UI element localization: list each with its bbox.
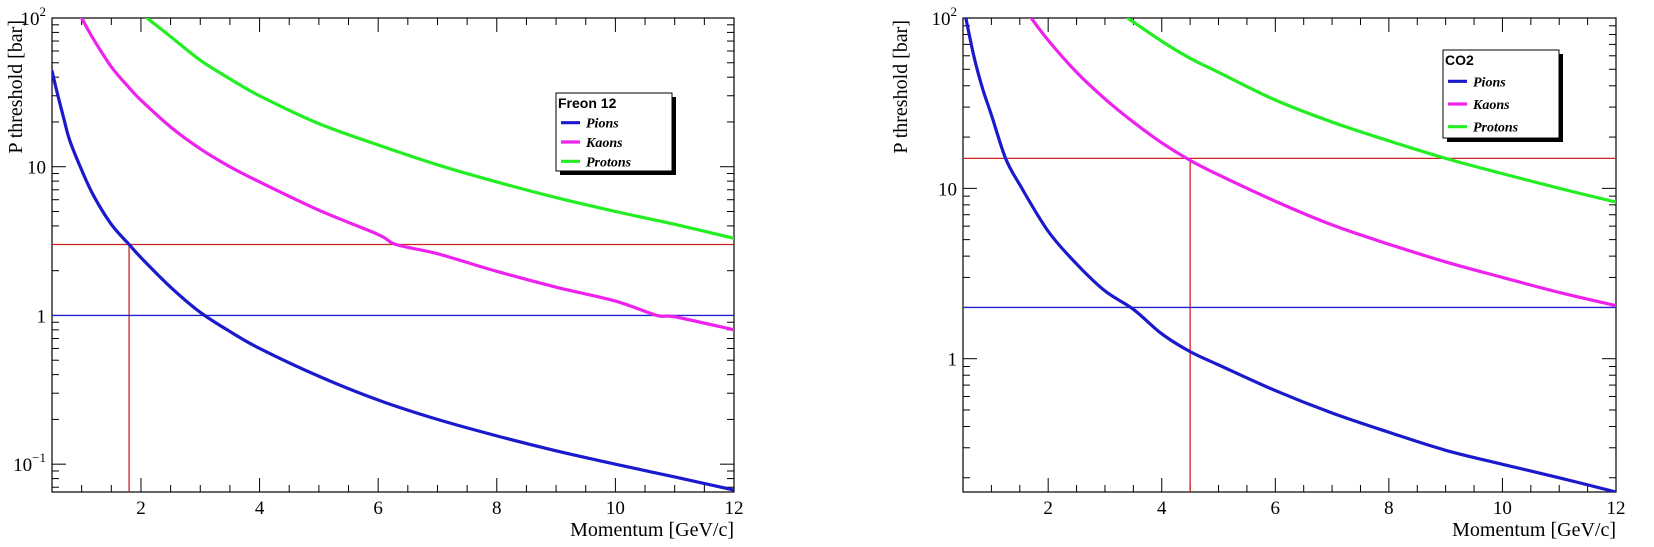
- plot-area: [52, 18, 734, 492]
- legend-entry-kaons: Kaons: [1472, 98, 1510, 113]
- x-tick-label: 12: [1607, 498, 1626, 519]
- series-line-protons: [145, 18, 734, 240]
- series-line-kaons: [80, 18, 734, 332]
- y-tick-label: 10−1: [13, 450, 46, 476]
- series-line-protons: [1126, 18, 1616, 204]
- legend: Freon 12 Pions Kaons Protons: [555, 92, 676, 175]
- x-tick-label: 6: [1271, 498, 1281, 519]
- plot-area: [963, 18, 1616, 492]
- legend-title: CO2: [1445, 52, 1474, 68]
- series-line-kaons: [1029, 18, 1616, 308]
- x-tick-label: 2: [136, 498, 146, 519]
- x-tick-label: 4: [255, 498, 265, 519]
- legend-title: Freon 12: [558, 95, 617, 111]
- legend-entry-pions: Pions: [586, 117, 619, 132]
- y-tick-label: 1: [37, 306, 47, 327]
- plot-frame: [51, 17, 735, 493]
- legend-entry-protons: Protons: [1473, 121, 1519, 136]
- series-line-pions: [52, 69, 734, 492]
- x-tick-label: 2: [1043, 498, 1053, 519]
- x-tick-label: 4: [1157, 498, 1167, 519]
- legend: CO2 Pions Kaons Protons: [1442, 49, 1563, 142]
- y-axis-title: P threshold [bar]: [5, 20, 27, 154]
- legend-entry-pions: Pions: [1473, 75, 1506, 90]
- chart-panel-1: 2 4 6 8 10 12 10−1 1 10 102 Momentum [GeV/c] P thre…: [5, 4, 744, 541]
- x-tick-label: 6: [373, 498, 383, 519]
- y-tick-label: 10: [27, 158, 46, 179]
- y-tick-label: 102: [932, 4, 958, 30]
- legend-entry-kaons: Kaons: [585, 136, 623, 151]
- x-axis-title: Momentum [GeV/c]: [570, 519, 734, 541]
- legend-entry-protons: Protons: [586, 155, 632, 170]
- x-tick-label: 8: [492, 498, 502, 519]
- y-axis-title: P threshold [bar]: [890, 20, 912, 154]
- legend-box: [555, 92, 673, 172]
- x-tick-label: 10: [606, 498, 625, 519]
- chart-panel-2: 2 4 6 8 10 12 1 10 102 Momentum [GeV/c] P threshol…: [890, 4, 1626, 541]
- x-tick-label: 8: [1384, 498, 1394, 519]
- y-tick-label: 1: [948, 350, 958, 371]
- x-tick-label: 10: [1493, 498, 1512, 519]
- legend-box: [1442, 49, 1560, 139]
- y-tick-label: 102: [21, 4, 47, 30]
- x-tick-label: 12: [725, 498, 744, 519]
- plot-frame: [962, 17, 1617, 493]
- y-tick-label: 10: [938, 179, 957, 200]
- series-line-pions: [964, 18, 1616, 492]
- x-axis-title: Momentum [GeV/c]: [1452, 519, 1616, 541]
